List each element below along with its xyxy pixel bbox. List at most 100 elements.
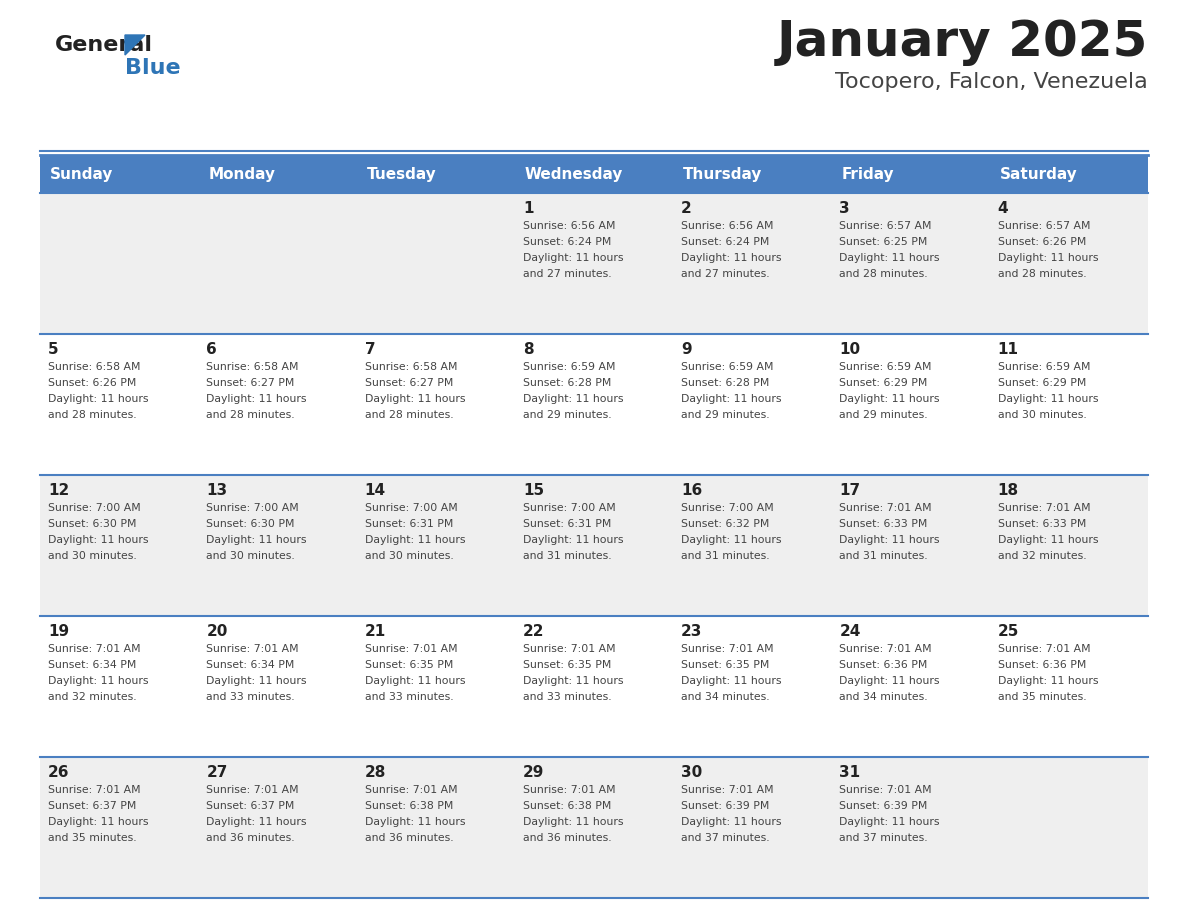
- Text: Sunset: 6:35 PM: Sunset: 6:35 PM: [523, 660, 612, 670]
- Text: Sunset: 6:29 PM: Sunset: 6:29 PM: [840, 378, 928, 388]
- Text: and 37 minutes.: and 37 minutes.: [681, 833, 770, 843]
- Text: and 29 minutes.: and 29 minutes.: [523, 410, 612, 420]
- Text: Sunrise: 6:56 AM: Sunrise: 6:56 AM: [523, 221, 615, 231]
- Text: Daylight: 11 hours: Daylight: 11 hours: [998, 394, 1098, 404]
- Text: and 30 minutes.: and 30 minutes.: [207, 551, 295, 561]
- Text: Daylight: 11 hours: Daylight: 11 hours: [523, 394, 624, 404]
- Text: Sunrise: 7:01 AM: Sunrise: 7:01 AM: [523, 644, 615, 654]
- Text: and 36 minutes.: and 36 minutes.: [207, 833, 295, 843]
- Text: Monday: Monday: [208, 166, 276, 182]
- Text: 8: 8: [523, 342, 533, 357]
- Text: Sunrise: 6:59 AM: Sunrise: 6:59 AM: [840, 362, 931, 372]
- Text: and 36 minutes.: and 36 minutes.: [523, 833, 612, 843]
- Text: Sunset: 6:31 PM: Sunset: 6:31 PM: [365, 519, 453, 529]
- Text: and 31 minutes.: and 31 minutes.: [840, 551, 928, 561]
- Text: Daylight: 11 hours: Daylight: 11 hours: [207, 676, 307, 686]
- Text: Sunrise: 7:01 AM: Sunrise: 7:01 AM: [840, 644, 933, 654]
- Text: Daylight: 11 hours: Daylight: 11 hours: [365, 817, 465, 827]
- Text: Sunrise: 6:56 AM: Sunrise: 6:56 AM: [681, 221, 773, 231]
- Text: 24: 24: [840, 624, 861, 639]
- Text: Sunday: Sunday: [50, 166, 113, 182]
- Text: Sunrise: 7:01 AM: Sunrise: 7:01 AM: [998, 644, 1091, 654]
- Text: Daylight: 11 hours: Daylight: 11 hours: [998, 676, 1098, 686]
- Text: Daylight: 11 hours: Daylight: 11 hours: [48, 535, 148, 545]
- Text: Sunset: 6:39 PM: Sunset: 6:39 PM: [681, 801, 770, 811]
- Text: and 33 minutes.: and 33 minutes.: [523, 692, 612, 702]
- Bar: [990, 334, 1148, 475]
- Bar: [198, 757, 356, 898]
- Text: Daylight: 11 hours: Daylight: 11 hours: [48, 394, 148, 404]
- Bar: [198, 616, 356, 757]
- Text: and 29 minutes.: and 29 minutes.: [840, 410, 928, 420]
- Text: Daylight: 11 hours: Daylight: 11 hours: [840, 394, 940, 404]
- Bar: [514, 475, 674, 616]
- Text: Sunrise: 6:59 AM: Sunrise: 6:59 AM: [523, 362, 615, 372]
- Text: Sunset: 6:28 PM: Sunset: 6:28 PM: [523, 378, 612, 388]
- Text: Sunrise: 7:00 AM: Sunrise: 7:00 AM: [365, 503, 457, 513]
- Text: 17: 17: [840, 483, 860, 498]
- Text: 18: 18: [998, 483, 1019, 498]
- Text: Sunrise: 7:00 AM: Sunrise: 7:00 AM: [681, 503, 773, 513]
- Text: Blue: Blue: [125, 58, 181, 78]
- Bar: [514, 757, 674, 898]
- Bar: [356, 193, 514, 334]
- Polygon shape: [125, 35, 145, 55]
- Text: Daylight: 11 hours: Daylight: 11 hours: [207, 535, 307, 545]
- Text: and 30 minutes.: and 30 minutes.: [365, 551, 454, 561]
- Text: Daylight: 11 hours: Daylight: 11 hours: [523, 817, 624, 827]
- Text: Friday: Friday: [841, 166, 895, 182]
- Bar: [356, 757, 514, 898]
- Text: Sunset: 6:35 PM: Sunset: 6:35 PM: [681, 660, 770, 670]
- Bar: [40, 334, 198, 475]
- Bar: [356, 475, 514, 616]
- Text: 10: 10: [840, 342, 860, 357]
- Text: Daylight: 11 hours: Daylight: 11 hours: [681, 394, 782, 404]
- Text: and 28 minutes.: and 28 minutes.: [207, 410, 295, 420]
- Text: 3: 3: [840, 201, 851, 216]
- Text: Sunrise: 7:01 AM: Sunrise: 7:01 AM: [998, 503, 1091, 513]
- Text: and 30 minutes.: and 30 minutes.: [48, 551, 137, 561]
- Bar: [990, 757, 1148, 898]
- Text: and 29 minutes.: and 29 minutes.: [681, 410, 770, 420]
- Text: 22: 22: [523, 624, 544, 639]
- Text: Daylight: 11 hours: Daylight: 11 hours: [207, 394, 307, 404]
- Text: Daylight: 11 hours: Daylight: 11 hours: [840, 535, 940, 545]
- Bar: [674, 757, 832, 898]
- Text: Sunset: 6:36 PM: Sunset: 6:36 PM: [840, 660, 928, 670]
- Text: Wednesday: Wednesday: [525, 166, 624, 182]
- Text: 27: 27: [207, 765, 228, 780]
- Text: Sunrise: 7:01 AM: Sunrise: 7:01 AM: [207, 644, 299, 654]
- Text: Sunset: 6:36 PM: Sunset: 6:36 PM: [998, 660, 1086, 670]
- Text: Sunrise: 6:59 AM: Sunrise: 6:59 AM: [998, 362, 1091, 372]
- Text: and 34 minutes.: and 34 minutes.: [681, 692, 770, 702]
- Text: Sunrise: 7:01 AM: Sunrise: 7:01 AM: [48, 785, 140, 795]
- Bar: [832, 475, 990, 616]
- Text: Daylight: 11 hours: Daylight: 11 hours: [681, 817, 782, 827]
- Text: Thursday: Thursday: [683, 166, 763, 182]
- Text: and 31 minutes.: and 31 minutes.: [681, 551, 770, 561]
- Text: Sunrise: 6:57 AM: Sunrise: 6:57 AM: [998, 221, 1091, 231]
- Text: 23: 23: [681, 624, 702, 639]
- Text: Daylight: 11 hours: Daylight: 11 hours: [681, 253, 782, 263]
- Text: 29: 29: [523, 765, 544, 780]
- Bar: [674, 616, 832, 757]
- Bar: [198, 334, 356, 475]
- Bar: [990, 193, 1148, 334]
- Text: 15: 15: [523, 483, 544, 498]
- Text: 9: 9: [681, 342, 691, 357]
- Text: 25: 25: [998, 624, 1019, 639]
- Text: and 30 minutes.: and 30 minutes.: [998, 410, 1087, 420]
- Text: and 31 minutes.: and 31 minutes.: [523, 551, 612, 561]
- Text: and 28 minutes.: and 28 minutes.: [365, 410, 453, 420]
- Text: Daylight: 11 hours: Daylight: 11 hours: [840, 817, 940, 827]
- Text: Sunrise: 7:00 AM: Sunrise: 7:00 AM: [48, 503, 140, 513]
- Bar: [40, 475, 198, 616]
- Text: Daylight: 11 hours: Daylight: 11 hours: [207, 817, 307, 827]
- Bar: [832, 193, 990, 334]
- Text: Daylight: 11 hours: Daylight: 11 hours: [998, 253, 1098, 263]
- Text: Daylight: 11 hours: Daylight: 11 hours: [48, 817, 148, 827]
- Text: 1: 1: [523, 201, 533, 216]
- Text: Daylight: 11 hours: Daylight: 11 hours: [365, 676, 465, 686]
- Text: Sunrise: 7:01 AM: Sunrise: 7:01 AM: [840, 785, 933, 795]
- Text: Sunset: 6:28 PM: Sunset: 6:28 PM: [681, 378, 770, 388]
